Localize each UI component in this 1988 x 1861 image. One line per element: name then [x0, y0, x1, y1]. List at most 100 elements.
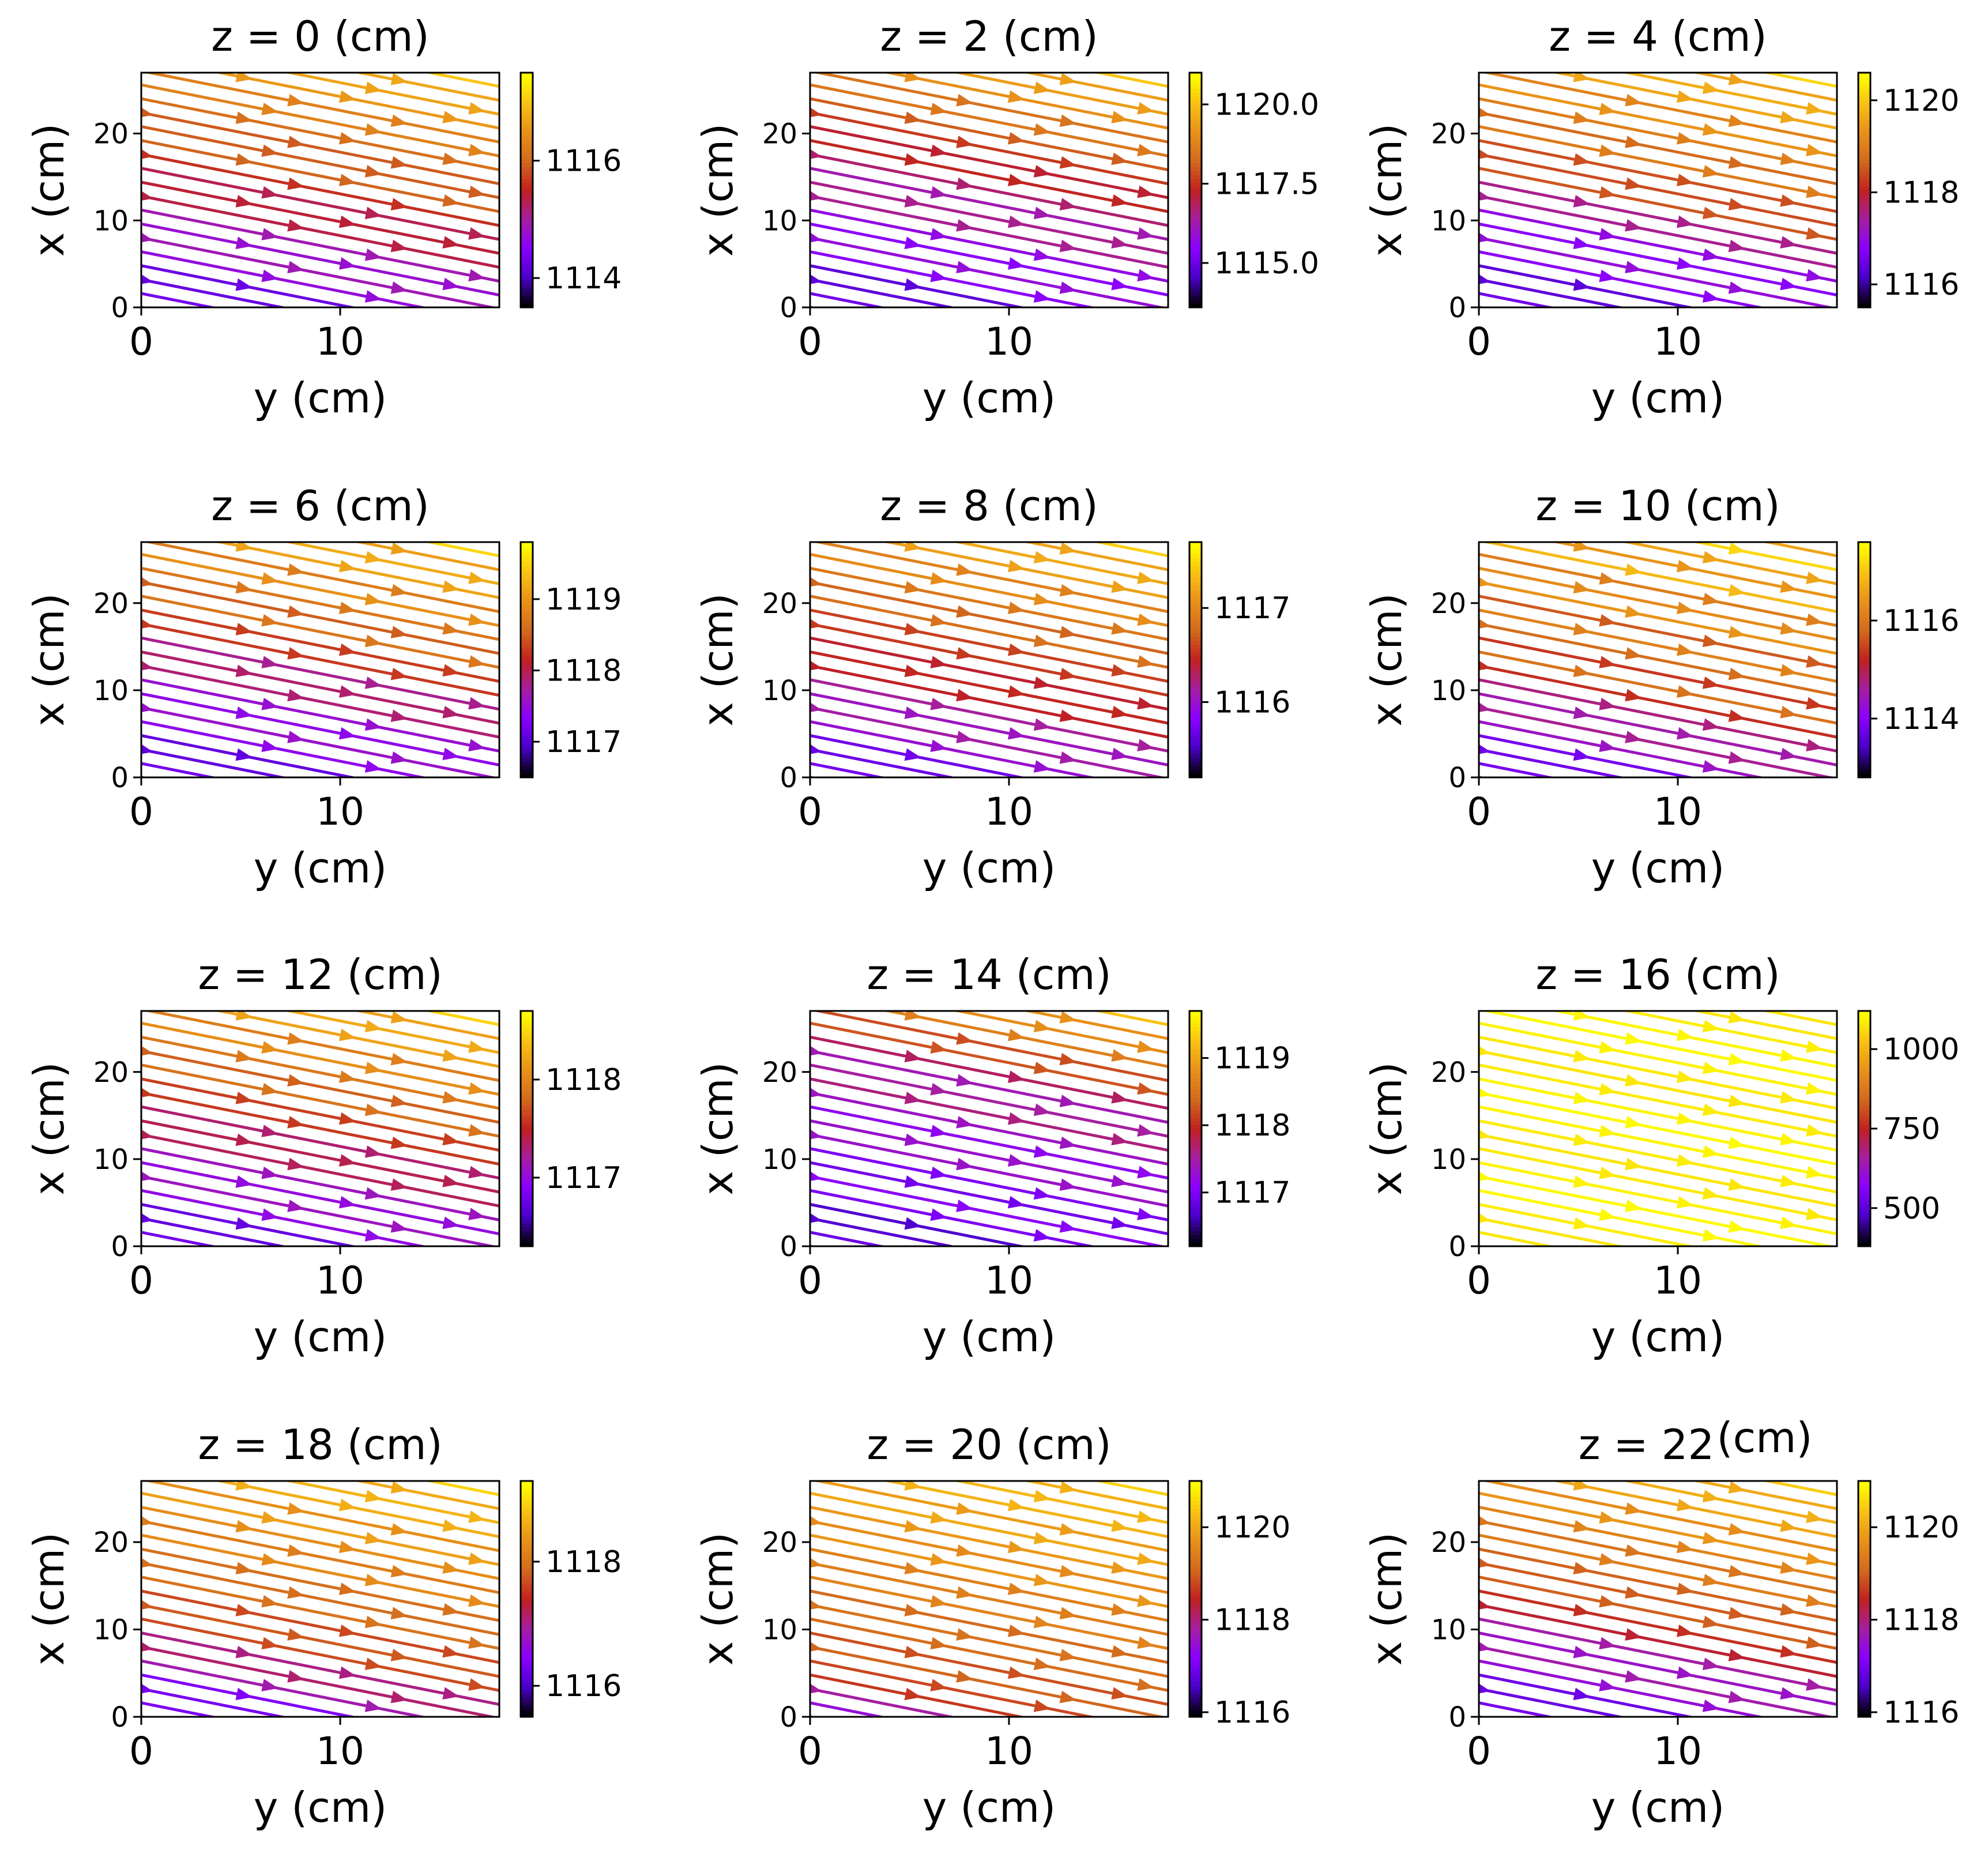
colorbar-segment [1858, 1551, 1870, 1557]
x-tick-label: 10 [1654, 789, 1702, 834]
streamline [141, 1021, 499, 1096]
stream-arrow [287, 563, 304, 576]
stream-arrow [141, 272, 153, 285]
streamline [1479, 1603, 1837, 1678]
colorbar-segment [1858, 1488, 1870, 1494]
colorbar-segment [1858, 178, 1870, 183]
colorbar-segment [1858, 1105, 1870, 1110]
stream-arrow [141, 1127, 153, 1141]
colorbar-segment [1858, 612, 1870, 618]
colorbar-tick-label: 750 [1883, 1112, 1940, 1146]
stream-arrow [930, 572, 947, 585]
colorbar-segment [1858, 754, 1870, 758]
colorbar-segment [1858, 1210, 1870, 1216]
colorbar-tick-label: 1114 [545, 261, 622, 296]
stream-arrow [810, 1044, 822, 1057]
colorbar-segment [521, 671, 533, 676]
streamline [141, 1659, 429, 1717]
stream-arrow [1599, 103, 1616, 115]
stream-lines [1479, 542, 1837, 777]
streamline [1479, 292, 1557, 307]
streamline [1479, 748, 1626, 777]
stream-arrow [390, 667, 408, 681]
colorbar-segment [1189, 593, 1202, 598]
x-axis-label: y (cm) [923, 1313, 1056, 1361]
streamline [810, 566, 1168, 641]
stream-arrow [1806, 1552, 1823, 1565]
stream-arrow [1702, 718, 1720, 731]
streamline [141, 1631, 499, 1706]
stream-arrow [287, 177, 304, 190]
colorbar-segment [1858, 1626, 1870, 1631]
y-tick-label: 0 [1448, 1231, 1466, 1263]
colorbar-segment [521, 1610, 533, 1615]
streamline [1479, 1617, 1837, 1692]
colorbar-segment [1189, 205, 1202, 210]
colorbar-segment [1189, 1638, 1202, 1643]
stream-arrow [1479, 1597, 1491, 1611]
stream-arrow [1479, 1640, 1491, 1653]
stream-arrow [810, 189, 822, 202]
y-axis-label: x (cm) [694, 1532, 742, 1665]
stream-arrow [956, 1116, 973, 1129]
stream-arrow [1780, 1603, 1797, 1616]
colorbar-segment [521, 291, 533, 296]
colorbar-segment [1189, 1661, 1202, 1667]
stream-arrow [338, 215, 356, 228]
streamline [1479, 1520, 1837, 1595]
streamline [352, 1011, 499, 1040]
colorbar-segment [521, 769, 533, 775]
stream-arrow [1573, 236, 1591, 249]
colorbar-segment [1189, 303, 1202, 308]
streamline [810, 748, 958, 777]
streamline [1620, 73, 1837, 116]
colorbar-segment [1858, 119, 1870, 125]
stream-arrow [235, 195, 253, 208]
stream-arrow [1111, 1645, 1128, 1658]
colorbar-segment [1858, 190, 1870, 195]
colorbar-segment [521, 687, 533, 692]
colorbar-segment [1189, 1136, 1202, 1141]
stream-arrow [810, 659, 822, 672]
streamline [423, 1481, 499, 1497]
colorbar-segment [1858, 738, 1870, 743]
colorbar-segment [521, 1219, 533, 1224]
stream-arrow [1479, 1556, 1491, 1569]
stream-arrow [1625, 689, 1642, 702]
stream-arrow [1479, 147, 1491, 160]
subplot-title: z = 2 (cm) [880, 12, 1098, 61]
streamline [1479, 1133, 1837, 1208]
colorbar-segment [521, 221, 533, 226]
stream-arrow [1059, 584, 1077, 597]
colorbar-segment [521, 1038, 533, 1043]
colorbar-segment [1858, 640, 1870, 645]
colorbar-segment [1189, 1484, 1202, 1490]
stream-arrow [1479, 106, 1491, 118]
colorbar-segment [521, 260, 533, 265]
streamline [141, 706, 499, 777]
streamline [1760, 73, 1837, 88]
streamline [141, 208, 499, 283]
streamline [141, 1091, 499, 1166]
stream-lines [141, 1481, 499, 1717]
streamline [1479, 1561, 1837, 1636]
axes-frame [140, 1480, 500, 1718]
colorbar-tick-label: 1118 [545, 654, 622, 689]
colorbar-segment [521, 1085, 533, 1090]
colorbar-segment [1189, 213, 1202, 218]
streamline [1091, 1011, 1168, 1027]
stream-arrow [1573, 1175, 1591, 1188]
streamline [1479, 762, 1557, 777]
colorbar-segment [521, 601, 533, 606]
colorbar-segment [1858, 205, 1870, 210]
colorbar-segment [1189, 1579, 1202, 1584]
colorbar-segment [1858, 1614, 1870, 1619]
colorbar-segment [1858, 1101, 1870, 1106]
stream-arrow [1728, 1522, 1746, 1536]
colorbar-segment [521, 546, 533, 551]
stream-arrow [468, 102, 485, 115]
stream-arrow [1806, 1040, 1823, 1053]
colorbar-segment [1858, 1011, 1870, 1016]
